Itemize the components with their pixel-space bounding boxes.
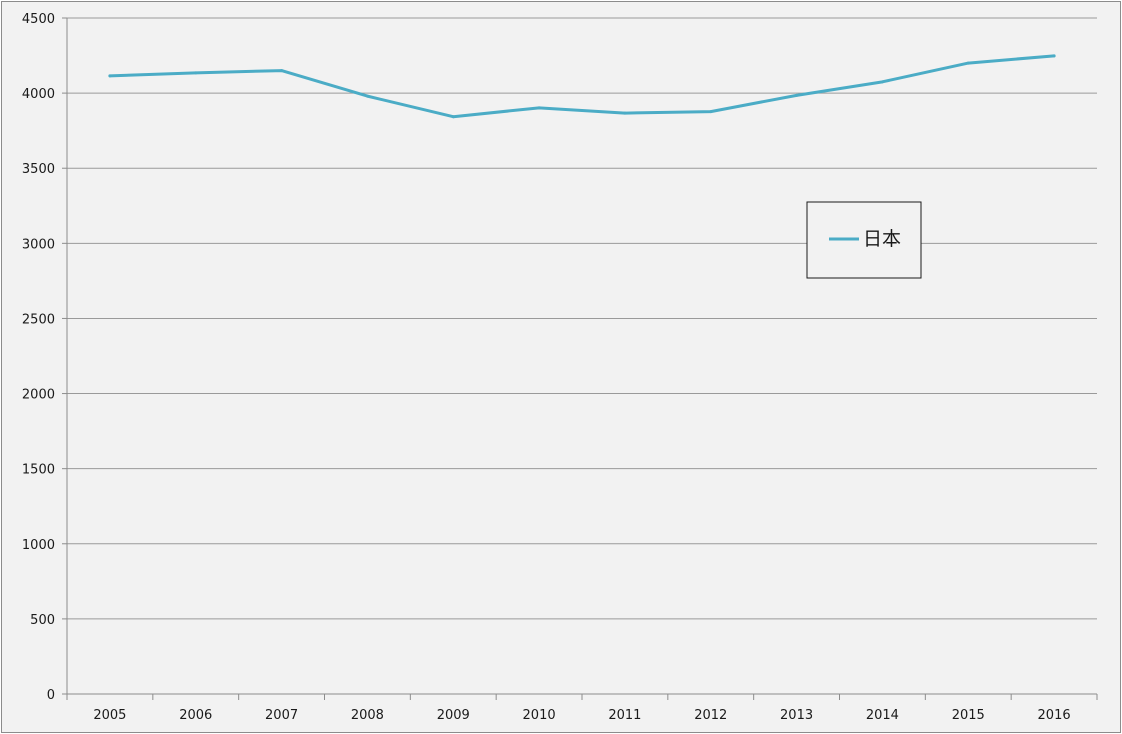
x-tick-label: 2015 — [952, 708, 985, 723]
data-point — [365, 94, 369, 98]
data-point — [709, 110, 713, 114]
data-point — [795, 93, 799, 97]
y-tick-label: 3500 — [22, 162, 55, 177]
x-tick-label: 2013 — [780, 708, 813, 723]
y-tick-label: 1000 — [22, 538, 55, 553]
series-layer — [108, 54, 1056, 119]
x-tick-label: 2009 — [437, 708, 470, 723]
y-tick-label: 2000 — [22, 388, 55, 403]
data-point — [1052, 54, 1056, 58]
y-tick-label: 1500 — [22, 463, 55, 478]
x-tick-label: 2007 — [265, 708, 298, 723]
y-tick-label: 4000 — [22, 87, 55, 102]
x-tick-label: 2016 — [1038, 708, 1071, 723]
data-point — [623, 111, 627, 115]
legend-label: 日本 — [863, 228, 901, 250]
data-point — [451, 115, 455, 119]
y-tick-label: 4500 — [22, 12, 55, 27]
gridlines — [67, 17, 1097, 620]
x-tick-label: 2014 — [866, 708, 899, 723]
x-tick-label: 2010 — [523, 708, 556, 723]
data-point — [537, 106, 541, 110]
legend: 日本 — [806, 201, 922, 279]
y-tick-label: 500 — [30, 613, 55, 628]
x-tick-label: 2005 — [93, 708, 126, 723]
x-tick-label: 2012 — [694, 708, 727, 723]
x-tick-label: 2008 — [351, 708, 384, 723]
data-point — [966, 61, 970, 65]
data-point — [108, 74, 112, 78]
data-point — [880, 80, 884, 84]
x-tick-labels: 2005 2006 2007 2008 2009 2010 2011 2012 2013 2014… — [93, 708, 1070, 723]
series-line — [108, 54, 1056, 119]
x-tick-label: 2006 — [179, 708, 212, 723]
y-tick-label: 3000 — [22, 237, 55, 252]
data-point — [280, 69, 284, 73]
x-tick-label: 2011 — [608, 708, 641, 723]
y-tick-label: 2500 — [22, 312, 55, 327]
axes — [62, 17, 1098, 700]
data-point — [194, 71, 198, 75]
legend-box — [806, 201, 922, 279]
y-tick-label: 0 — [47, 688, 55, 703]
y-tick-labels: 0 500 1000 1500 2000 2500 3000 3500 4000 4500 — [22, 12, 55, 703]
